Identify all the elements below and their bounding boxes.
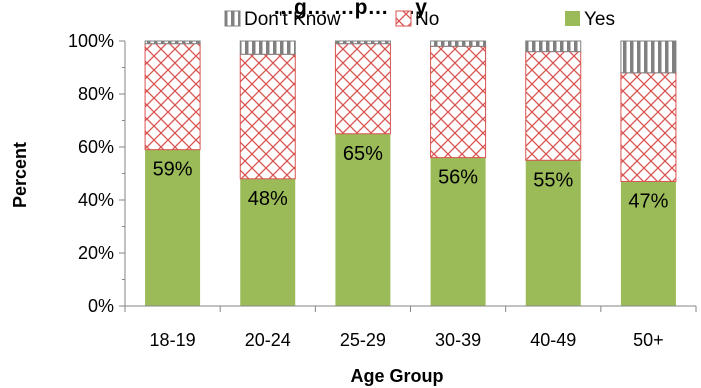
bar-no-50+ xyxy=(620,72,677,182)
x-tick-label: 20-24 xyxy=(245,330,291,350)
legend-swatch-no xyxy=(395,10,412,27)
y-tick-label: 100% xyxy=(68,31,114,51)
y-tick-label: 60% xyxy=(78,137,114,157)
data-label-yes-18-19: 59% xyxy=(153,159,193,181)
bar-don-t-know-40-49 xyxy=(525,40,582,53)
chart-title: …g… …p… …y xyxy=(273,0,427,19)
y-tick-label: 0% xyxy=(88,296,114,316)
bar-no-30-39 xyxy=(430,45,487,159)
bar-don-t-know-50+ xyxy=(620,40,677,74)
y-tick-label: 20% xyxy=(78,243,114,263)
bar-no-18-19 xyxy=(144,43,201,151)
legend-label-yes: Yes xyxy=(584,9,615,30)
legend-swatch-dont-know xyxy=(224,10,241,27)
y-tick-label: 80% xyxy=(78,84,114,104)
bar-don-t-know-20-24 xyxy=(239,40,296,55)
bar-no-20-24 xyxy=(239,53,296,180)
bar-yes-30-39 xyxy=(430,157,486,306)
x-tick-label: 25-29 xyxy=(340,330,386,350)
data-label-yes-40-49: 55% xyxy=(533,169,573,191)
bar-don-t-know-25-29 xyxy=(334,40,391,45)
x-tick-label: 18-19 xyxy=(150,330,196,350)
bar-yes-20-24 xyxy=(240,178,296,306)
bar-don-t-know-18-19 xyxy=(144,40,201,45)
legend-label-no: No xyxy=(415,9,439,30)
y-axis-title: Percent xyxy=(10,142,30,208)
bar-yes-25-29 xyxy=(335,133,391,306)
x-axis: 18-19 20-24 25-29 30-39 40-49 50+ xyxy=(124,305,697,350)
bar-no-40-49 xyxy=(525,51,582,161)
x-tick-label: 40-49 xyxy=(530,330,576,350)
data-label-yes-25-29: 65% xyxy=(343,143,383,165)
legend-label-dont-know: Don't Know xyxy=(244,9,341,30)
bar-no-25-29 xyxy=(334,43,391,135)
bar-yes-40-49 xyxy=(525,160,581,306)
x-tick-label: 30-39 xyxy=(435,330,481,350)
bar-don-t-know-30-39 xyxy=(430,40,487,47)
y-axis: 0% 20% 40% 60% 80% 100% xyxy=(68,31,126,316)
bar-yes-18-19 xyxy=(145,149,201,306)
x-tick-label: 50+ xyxy=(633,330,664,350)
data-label-yes-30-39: 56% xyxy=(438,167,478,189)
legend: Don't Know No Yes xyxy=(224,9,615,30)
legend-swatch-yes xyxy=(565,11,580,26)
y-tick-label: 40% xyxy=(78,190,114,210)
data-label-yes-20-24: 48% xyxy=(248,188,288,210)
bar-yes-50+ xyxy=(620,181,676,306)
bars: 59% 48% 65% 56% 55% 47% xyxy=(144,40,677,306)
x-axis-title: Age Group xyxy=(351,366,444,386)
data-label-yes-50+: 47% xyxy=(628,190,668,212)
